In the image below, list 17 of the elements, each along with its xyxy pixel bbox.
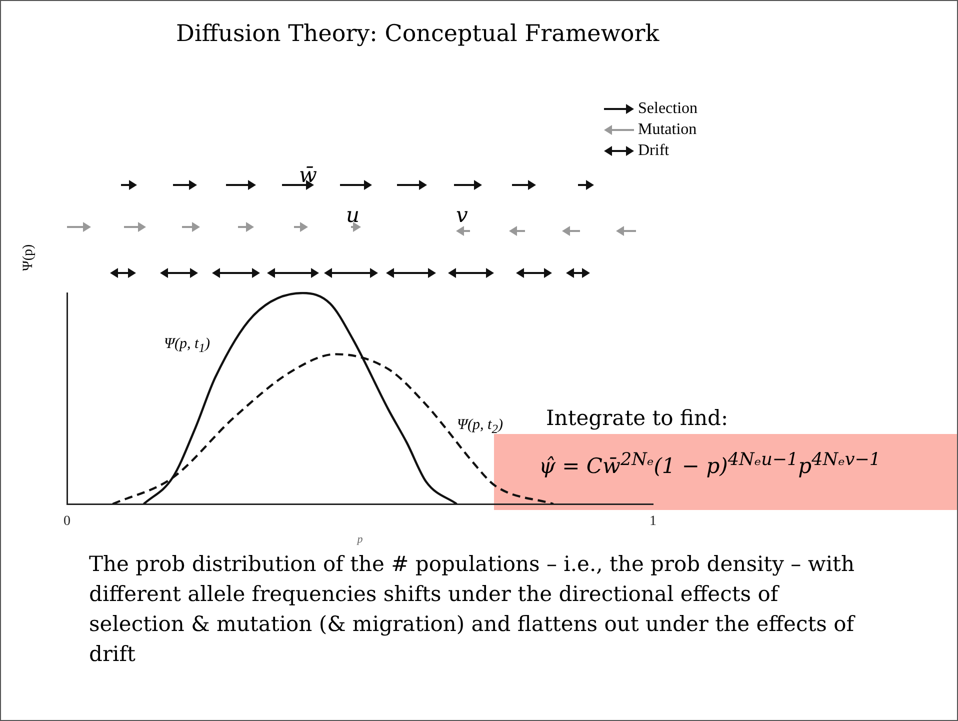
text: Selection [638, 100, 698, 118]
formula-box: ψ̂ = Cw̄$^{2Nₑ}$(1 − p)$^{4Nₑu−1}$p$^{4Nₑv−1}$ [494, 434, 957, 510]
y-axis-title: Ψ(p) [21, 244, 37, 271]
text: Drift [638, 142, 670, 160]
text: Mutation [638, 121, 697, 139]
text: v [456, 203, 468, 227]
text: The prob distribution of the # populations – i.e., the prob density – with different allele frequencies shifts under the directional effects of selection & mutation (& migration) and flattens out under the effects of drift [89, 551, 856, 668]
annotation: ψ̂ = Cw̄$^{2Nₑ}$(1 − p)$^{4Nₑu−1}$p$^{4Nₑv−1}$ [539, 450, 880, 478]
annotation: Ψ(p, t$_{1}$) [164, 336, 210, 356]
x-tick-label: 0 [64, 514, 70, 530]
text: w̄ [299, 163, 317, 187]
text: u [346, 203, 360, 227]
annotation: Integrate to find: [546, 406, 728, 430]
chart-title: Diffusion Theory: Conceptual Framework [176, 21, 660, 47]
annotation: Ψ(p, t$_{2}$) [457, 417, 503, 437]
x-tick-label: 1 [650, 514, 656, 530]
x-axis-title: p [356, 533, 364, 546]
